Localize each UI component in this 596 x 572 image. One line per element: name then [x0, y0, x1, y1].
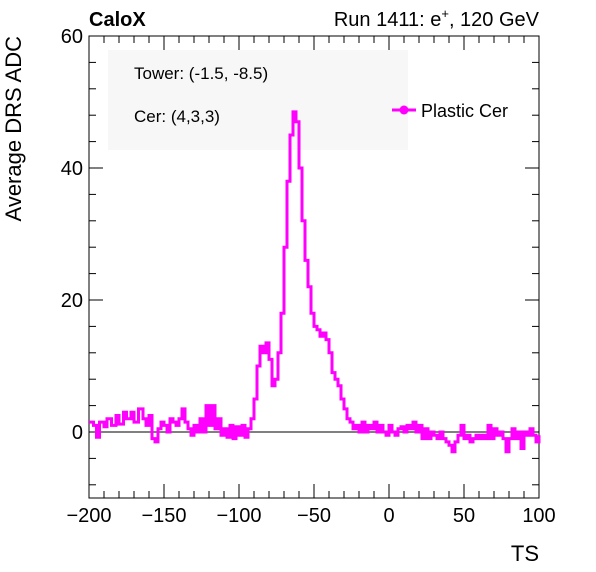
x-tick-label: −150: [141, 505, 186, 527]
y-tick-label: 60: [61, 26, 83, 48]
x-axis-ticks: [88, 36, 540, 498]
run-label-suffix: , 120 GeV: [449, 9, 540, 31]
run-label-prefix: Run 1411: e: [334, 9, 442, 31]
x-tick-label: −50: [297, 505, 331, 527]
legend-label: Plastic Cer: [421, 101, 508, 121]
annotation-box: [108, 50, 408, 150]
legend-marker: [399, 105, 409, 115]
x-tick-label: −100: [216, 505, 261, 527]
x-tick-label: 100: [522, 505, 555, 527]
series-line: [89, 110, 541, 454]
cer-annotation: Cer: (4,3,3): [134, 107, 220, 126]
x-axis-tick-labels: −200 −150 −100 −50 0 50 100: [66, 505, 555, 527]
y-tick-label: 20: [61, 290, 83, 312]
legend: Plastic Cer: [392, 101, 508, 121]
calox-label: CaloX: [89, 9, 146, 31]
x-tick-label: 0: [383, 505, 394, 527]
tower-annotation: Tower: (-1.5, -8.5): [134, 64, 268, 83]
x-tick-label: 50: [453, 505, 475, 527]
run-label: Run 1411: e+, 120 GeV: [334, 6, 540, 31]
run-label-superscript: +: [441, 6, 449, 21]
y-axis-ticks: [89, 35, 539, 486]
y-tick-label: 40: [61, 158, 83, 180]
series-group: [89, 110, 541, 454]
y-tick-label: 0: [72, 422, 83, 444]
x-axis-label: TS: [511, 541, 539, 566]
x-tick-label: −200: [66, 505, 111, 527]
y-axis-tick-labels: 0 20 40 60: [61, 26, 83, 444]
y-axis-label: Average DRS ADC: [1, 36, 26, 222]
